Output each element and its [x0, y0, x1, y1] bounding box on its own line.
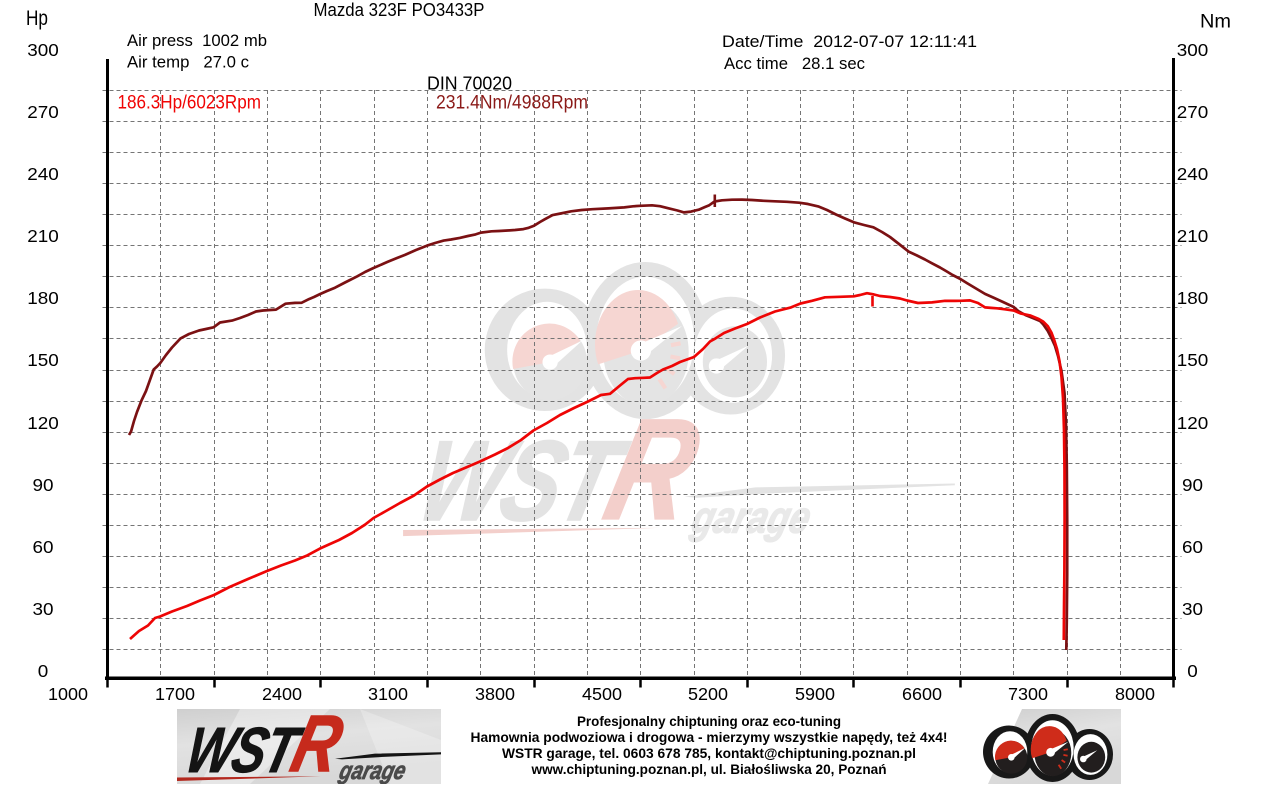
svg-text:1700: 1700	[155, 684, 195, 704]
svg-text:60: 60	[33, 537, 54, 557]
svg-text:Profesjonalny chiptuning oraz: Profesjonalny chiptuning oraz eco-tuning	[577, 714, 841, 729]
svg-text:210: 210	[1177, 226, 1209, 246]
svg-text:300: 300	[1177, 40, 1209, 60]
svg-text:2400: 2400	[262, 684, 302, 704]
svg-text:240: 240	[27, 164, 59, 184]
svg-text:www.chiptuning.poznan.pl, ul.: www.chiptuning.poznan.pl, ul. Białośliws…	[530, 762, 886, 777]
svg-text:30: 30	[1182, 599, 1203, 619]
svg-text:3100: 3100	[368, 684, 408, 704]
svg-text:30: 30	[33, 599, 54, 619]
svg-text:Hp: Hp	[26, 7, 48, 30]
svg-text:120: 120	[1177, 413, 1209, 433]
svg-text:150: 150	[27, 350, 59, 370]
svg-text:4500: 4500	[582, 684, 622, 704]
svg-text:5900: 5900	[795, 684, 835, 704]
svg-text:0: 0	[38, 661, 49, 681]
svg-text:Air temp 27.0 c: Air temp 27.0 c	[127, 54, 249, 72]
svg-text:WSTR garage, tel. 0603 678 785: WSTR garage, tel. 0603 678 785, kontakt@…	[502, 746, 916, 761]
svg-text:6600: 6600	[902, 684, 942, 704]
svg-text:Hamownia podwoziowa i drogowa: Hamownia podwoziowa i drogowa - mierzymy…	[471, 730, 948, 745]
svg-text:5200: 5200	[688, 684, 728, 704]
svg-text:1000: 1000	[48, 684, 88, 704]
svg-text:8000: 8000	[1115, 684, 1155, 704]
svg-text:Date/Time 2012-07-07 12:11:41: Date/Time 2012-07-07 12:11:41	[722, 33, 977, 51]
svg-text:270: 270	[27, 102, 59, 122]
svg-text:180: 180	[27, 288, 59, 308]
svg-text:270: 270	[1177, 102, 1209, 122]
svg-text:90: 90	[33, 475, 54, 495]
svg-text:90: 90	[1182, 475, 1203, 495]
svg-text:0: 0	[1187, 661, 1198, 681]
svg-text:7300: 7300	[1008, 684, 1048, 704]
svg-text:180: 180	[1177, 288, 1209, 308]
svg-text:150: 150	[1177, 350, 1209, 370]
svg-text:3800: 3800	[475, 684, 515, 704]
svg-text:Air press 1002 mb: Air press 1002 mb	[127, 32, 267, 50]
svg-text:Acc time 28.1 sec: Acc time 28.1 sec	[724, 55, 865, 73]
svg-text:240: 240	[1177, 164, 1209, 184]
svg-text:DIN 70020: DIN 70020	[427, 74, 512, 94]
svg-text:300: 300	[27, 40, 59, 60]
svg-text:60: 60	[1182, 537, 1203, 557]
svg-text:231.4Nm/4988Rpm: 231.4Nm/4988Rpm	[436, 92, 588, 114]
svg-text:Mazda 323F PO3433P: Mazda 323F PO3433P	[314, 0, 485, 20]
svg-text:Nm: Nm	[1200, 12, 1231, 33]
svg-text:120: 120	[27, 413, 59, 433]
svg-text:210: 210	[27, 226, 59, 246]
svg-text:186.3Hp/6023Rpm: 186.3Hp/6023Rpm	[118, 92, 262, 114]
